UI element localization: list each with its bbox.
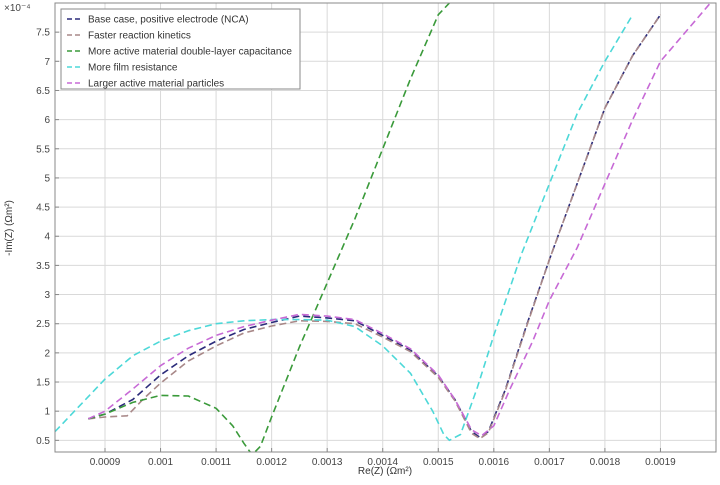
x-tick-label: 0.0017 xyxy=(534,457,565,468)
x-tick-label: 0.0013 xyxy=(312,457,343,468)
legend-label: More film resistance xyxy=(88,63,178,74)
y-tick-label: 4 xyxy=(44,232,50,243)
legend-label: More active material double-layer capaci… xyxy=(88,47,292,58)
x-tick-label: 0.0018 xyxy=(590,457,621,468)
x-tick-label: 0.001 xyxy=(148,457,173,468)
series-line-2 xyxy=(88,14,662,440)
plot-frame xyxy=(54,2,717,453)
plot-series xyxy=(55,3,712,452)
x-tick-label: 0.0019 xyxy=(645,457,676,468)
y-tick-label: 7.5 xyxy=(36,28,50,39)
y-exponent-label: ×10⁻⁴ xyxy=(4,3,31,14)
legend-label: Larger active material particles xyxy=(88,79,224,90)
y-tick-label: 0.5 xyxy=(36,436,50,447)
x-tick-label: 0.0016 xyxy=(479,457,510,468)
y-tick-label: 1.5 xyxy=(36,378,50,389)
x-tick-label: 0.0011 xyxy=(201,457,231,468)
y-tick-label: 4.5 xyxy=(36,203,50,214)
y-tick-label: 6.5 xyxy=(36,86,50,97)
legend: Base case, positive electrode (NCA) Faste… xyxy=(60,8,301,90)
legend-label: Base case, positive electrode (NCA) xyxy=(88,15,249,26)
x-axis-title: Re(Z) (Ωm²) xyxy=(358,466,412,477)
y-tick-label: 2 xyxy=(44,348,50,359)
x-tick-label: 0.0014 xyxy=(367,457,398,468)
y-axis-title: -Im(Z) (Ωm²) xyxy=(4,200,15,256)
y-tick-label: 3.5 xyxy=(36,261,50,272)
y-tick-label: 1 xyxy=(44,407,50,418)
series-line-5 xyxy=(87,3,712,437)
y-tick-label: 2.5 xyxy=(36,319,50,330)
x-tick-label: 0.0015 xyxy=(423,457,454,468)
x-tick-label: 0.0012 xyxy=(256,457,287,468)
y-tick-label: 6 xyxy=(44,115,50,126)
series-line-3 xyxy=(88,3,450,452)
y-tick-label: 3 xyxy=(44,290,50,301)
y-tick-label: 7 xyxy=(44,57,50,68)
y-tick-label: 5.5 xyxy=(36,144,50,155)
x-tick-label: 0.0009 xyxy=(90,457,121,468)
legend-label: Faster reaction kinetics xyxy=(88,31,191,42)
tick-labels: 0.0009 0.001 0.0011 0.0012 0.0013 0.0014 0.001… xyxy=(36,28,676,468)
legend-box xyxy=(60,8,301,90)
y-tick-label: 5 xyxy=(44,173,50,184)
